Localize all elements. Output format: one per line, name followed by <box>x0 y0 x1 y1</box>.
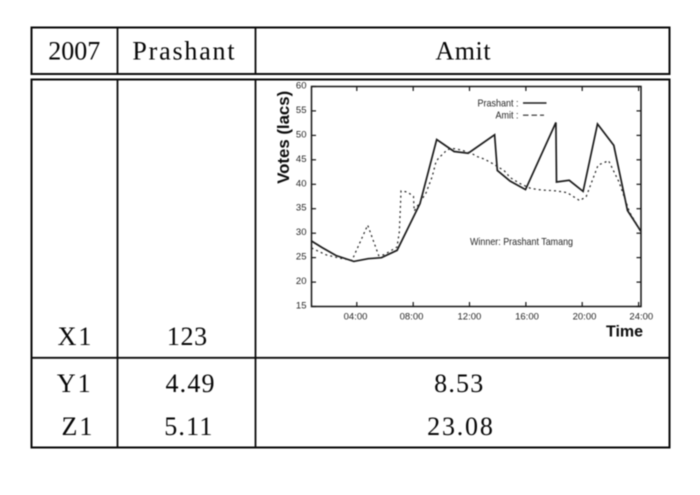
svg-text:Prashant: Prashant <box>132 37 236 66</box>
svg-text:Time: Time <box>606 324 643 341</box>
svg-text:08:00: 08:00 <box>400 312 424 323</box>
svg-text:50: 50 <box>296 129 307 140</box>
svg-text:Amit: Amit <box>435 37 491 66</box>
svg-text:2007: 2007 <box>48 37 100 66</box>
svg-text:4.49: 4.49 <box>165 369 215 398</box>
svg-text:8.53: 8.53 <box>434 369 484 398</box>
svg-text:24:00: 24:00 <box>629 312 653 323</box>
svg-text:30: 30 <box>296 227 307 238</box>
svg-text:Winner: Prashant Tamang: Winner: Prashant Tamang <box>470 236 573 248</box>
svg-text:60: 60 <box>296 81 307 92</box>
svg-text:16:00: 16:00 <box>515 312 539 323</box>
svg-text:123: 123 <box>167 322 208 351</box>
svg-text:25: 25 <box>296 252 307 263</box>
svg-text:04:00: 04:00 <box>344 312 368 323</box>
svg-text:40: 40 <box>296 178 307 189</box>
svg-text:20:00: 20:00 <box>573 312 597 323</box>
svg-text:X1: X1 <box>58 322 94 351</box>
svg-text:Y1: Y1 <box>57 369 93 398</box>
svg-text:Amit :: Amit : <box>496 110 519 122</box>
svg-text:15: 15 <box>296 301 307 312</box>
svg-text:23.08: 23.08 <box>427 412 495 441</box>
svg-text:5.11: 5.11 <box>164 412 213 441</box>
svg-text:Prashant :: Prashant : <box>478 97 519 109</box>
svg-text:12:00: 12:00 <box>458 312 482 323</box>
svg-text:20: 20 <box>296 276 307 287</box>
svg-text:35: 35 <box>296 203 307 214</box>
svg-text:Z1: Z1 <box>62 412 95 441</box>
svg-text:55: 55 <box>296 105 307 116</box>
svg-text:Votes (lacs): Votes (lacs) <box>274 91 293 184</box>
svg-text:45: 45 <box>296 154 307 165</box>
